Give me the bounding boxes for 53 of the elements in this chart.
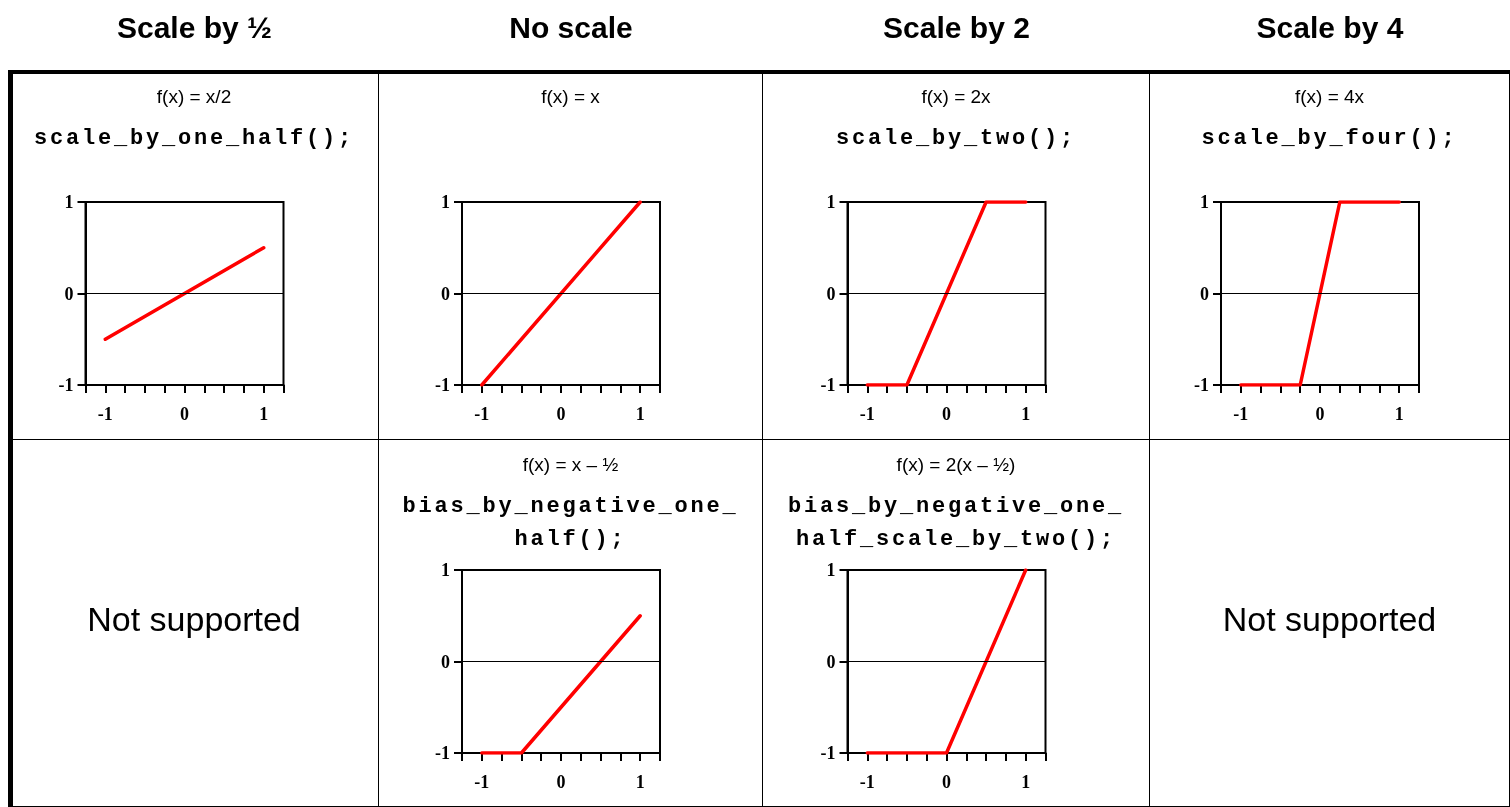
- chart-title: f(x) = x – ½: [521, 454, 620, 476]
- y-tick-label: 0: [64, 283, 74, 304]
- text: Scale by ½: [115, 10, 274, 46]
- x-tick-label: 0: [942, 404, 951, 424]
- chart-subtitle: scale_by_one_half();: [32, 125, 356, 153]
- text: Not supported: [86, 600, 302, 639]
- text: Not supported: [1221, 600, 1438, 639]
- text: Scale by 2: [882, 10, 1031, 46]
- chart-title: f(x) = x: [540, 86, 601, 108]
- y-tick-label: 1: [1200, 192, 1209, 212]
- x-tick-label: 1: [635, 404, 645, 424]
- x-tick-label: 0: [556, 772, 566, 792]
- y-tick-label: 1: [441, 560, 450, 580]
- y-tick-label: 1: [64, 192, 74, 212]
- y-tick-label: 1: [826, 560, 836, 580]
- x-tick-label: 0: [180, 404, 189, 424]
- x-tick-label: 0: [942, 772, 951, 792]
- y-tick-label: -1: [58, 375, 74, 395]
- y-tick-label: -1: [820, 743, 836, 763]
- text: bias_by_negative_one_half_scale_by_two();: [787, 494, 1125, 552]
- y-tick-label: 0: [1200, 283, 1209, 304]
- text: Scale by 4: [1255, 10, 1405, 46]
- chart-title: f(x) = 4x: [1293, 86, 1366, 108]
- x-tick-label: -1: [474, 404, 490, 424]
- y-tick-label: -1: [1194, 375, 1209, 395]
- x-tick-label: -1: [859, 404, 875, 424]
- x-tick-label: 0: [1315, 404, 1325, 424]
- text: bias_by_negative_one_half();: [402, 494, 739, 552]
- y-tick-label: 0: [826, 651, 836, 672]
- x-tick-label: 0: [556, 404, 566, 424]
- chart-subtitle: scale_by_two();: [834, 125, 1077, 153]
- x-tick-label: 1: [635, 772, 645, 792]
- text: No scale: [508, 10, 634, 46]
- x-tick-label: -1: [1233, 404, 1249, 424]
- y-tick-label: 0: [441, 651, 450, 672]
- x-tick-label: 1: [1021, 772, 1031, 792]
- y-tick-label: -1: [820, 375, 836, 395]
- y-tick-label: -1: [435, 743, 450, 763]
- y-tick-label: 0: [826, 283, 836, 304]
- x-tick-label: 1: [259, 404, 269, 424]
- chart-title: f(x) = 2x: [920, 86, 992, 108]
- x-tick-label: -1: [474, 772, 490, 792]
- x-tick-label: -1: [97, 404, 113, 424]
- chart-title: f(x) = x/2: [155, 86, 233, 108]
- x-tick-label: 1: [1021, 404, 1031, 424]
- x-tick-label: 1: [1394, 404, 1404, 424]
- y-tick-label: 1: [441, 192, 450, 212]
- chart-subtitle: scale_by_four();: [1200, 125, 1459, 153]
- x-tick-label: -1: [859, 772, 875, 792]
- chart-title: f(x) = 2(x – ½): [895, 454, 1017, 476]
- y-tick-label: 1: [826, 192, 836, 212]
- y-tick-label: -1: [435, 375, 450, 395]
- y-tick-label: 0: [441, 283, 450, 304]
